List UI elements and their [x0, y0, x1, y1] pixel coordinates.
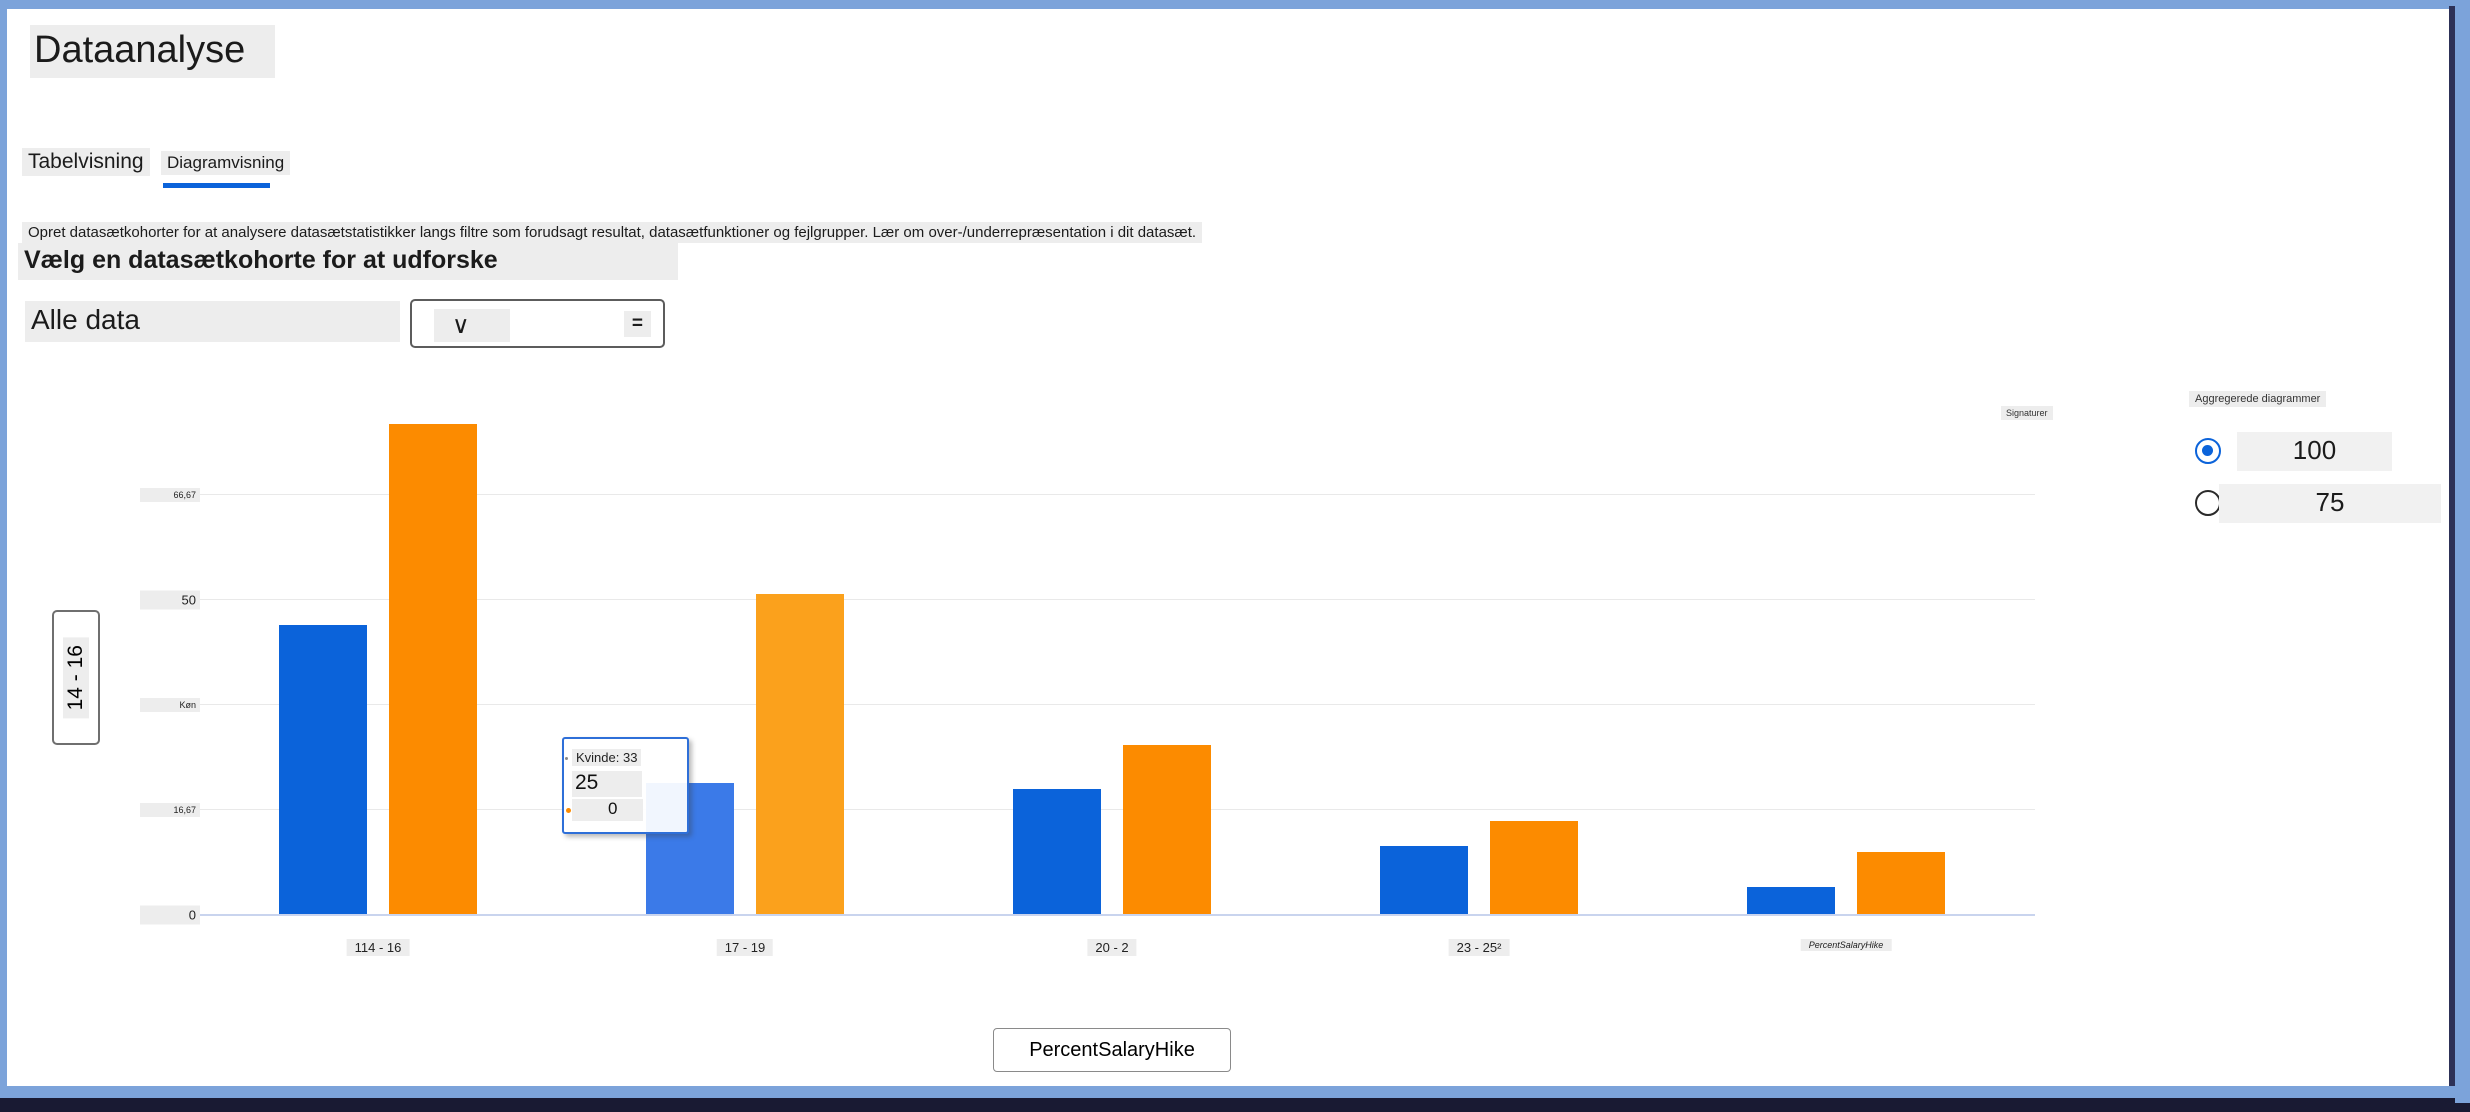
- tooltip-secondary: 0: [565, 799, 644, 821]
- x-tick-label: PercentSalaryHike: [1800, 939, 1892, 951]
- x-tick-label: 114 - 16: [346, 939, 410, 956]
- radio-option-2[interactable]: [2195, 490, 2221, 516]
- radio-option-1-label[interactable]: 100: [2237, 432, 2392, 471]
- cohort-dropdown[interactable]: ∨ =: [410, 299, 665, 348]
- tab-diagramvisning[interactable]: Diagramvisning: [161, 151, 291, 175]
- chart-tooltip: Kvinde: 33 25 0: [562, 737, 689, 834]
- filter-icon[interactable]: =: [623, 311, 651, 337]
- window-border-right: [2455, 0, 2470, 1103]
- description-text: Opret datasætkohorter for at analysere d…: [22, 222, 1203, 243]
- bar-series-blue-group3[interactable]: [1013, 789, 1101, 915]
- tab-tabelvisning[interactable]: Tabelvisning: [22, 148, 150, 176]
- y-axis-feature-label: 14 - 16: [63, 636, 89, 719]
- x-axis-line: [160, 914, 2035, 916]
- x-axis-feature-button[interactable]: PercentSalaryHike: [993, 1028, 1231, 1072]
- bar-series-blue-group1[interactable]: [279, 625, 367, 915]
- window-border-right-shadow: [2449, 6, 2455, 1098]
- bar-series-orange-group1[interactable]: [389, 423, 477, 915]
- y-tick-label: 50: [140, 590, 200, 610]
- chevron-down-icon[interactable]: ∨: [434, 309, 510, 342]
- window-border-left: [0, 0, 7, 1103]
- window-border-bottom: [0, 1086, 2470, 1098]
- bar-series-blue-group4[interactable]: [1380, 845, 1468, 915]
- y-tick-label: 16,67: [140, 803, 200, 818]
- bar-series-orange-group4[interactable]: [1490, 820, 1578, 915]
- y-axis-feature-button[interactable]: 14 - 16: [52, 610, 100, 745]
- x-tick-label: 20 - 2: [1087, 939, 1137, 956]
- y-tick-label: 66,67: [140, 488, 200, 503]
- aggregate-plots-title: Aggregerede diagrammer: [2189, 391, 2327, 407]
- gridline: [170, 809, 2035, 811]
- window-border-top: [0, 0, 2470, 9]
- cohort-selected-value: Alle data: [25, 301, 400, 342]
- tooltip-value: 25: [572, 771, 643, 797]
- bar-chart-plot: [160, 415, 2035, 916]
- bar-series-orange-group5[interactable]: [1857, 852, 1945, 915]
- y-tick-label: 0: [140, 905, 200, 925]
- x-tick-label: 23 - 25²: [1448, 939, 1510, 956]
- chart-legend-label: Signaturer: [2001, 406, 2053, 420]
- radio-option-1-selected[interactable]: [2195, 438, 2221, 464]
- y-tick-label: Køn: [140, 698, 200, 713]
- radio-option-2-label[interactable]: 75: [2219, 484, 2441, 523]
- gridline: [170, 704, 2035, 706]
- bar-series-blue-group5[interactable]: [1747, 886, 1835, 915]
- window-bottom-bar: [0, 1098, 2470, 1112]
- gridline: [170, 599, 2035, 601]
- active-tab-underline: [163, 183, 270, 188]
- gridline: [170, 494, 2035, 496]
- tooltip-header: Kvinde: 33: [564, 749, 642, 766]
- bar-series-orange-group2[interactable]: [756, 593, 844, 915]
- x-tick-label: 17 - 19: [716, 939, 774, 956]
- page-title: Dataanalyse: [30, 25, 276, 78]
- bar-series-orange-group3[interactable]: [1123, 744, 1211, 915]
- cohort-subtitle: Vælg en datasætkohorte for at udforske: [18, 243, 678, 280]
